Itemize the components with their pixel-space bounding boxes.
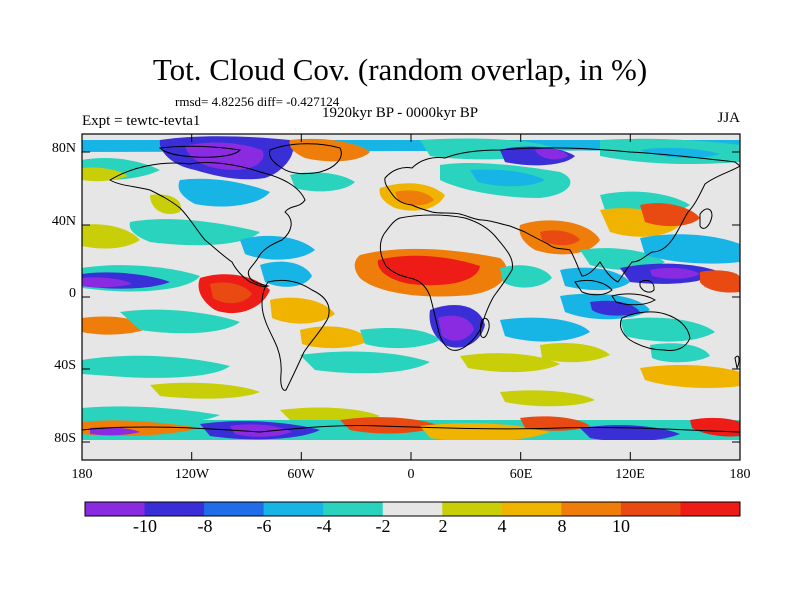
colorbar-label: 8 — [557, 516, 567, 536]
colorbar-label: 4 — [497, 516, 507, 536]
colorbar-label: -8 — [197, 516, 213, 536]
anomaly-field — [82, 134, 740, 460]
colorbar-swatch — [263, 502, 324, 516]
lat-label-40n: 40N — [51, 214, 76, 229]
colorbar-label: 10 — [612, 516, 630, 536]
lat-label-80s: 80S — [54, 431, 76, 446]
colorbar-label: -2 — [375, 516, 391, 536]
lon-label-60e: 60E — [509, 467, 533, 482]
stats-text: rmsd= 4.82256 diff= -0.427124 — [175, 94, 340, 109]
lat-label-0: 0 — [69, 286, 76, 301]
lon-label-180e: 180 — [729, 467, 751, 482]
colorbar-swatch — [680, 502, 741, 516]
colorbar-swatch — [323, 502, 384, 516]
lat-label-40s: 40S — [54, 358, 76, 373]
colorbar-swatch — [561, 502, 622, 516]
season-label: JJA — [717, 110, 740, 126]
colorbar-swatch — [204, 502, 265, 516]
colorbar-swatch — [382, 502, 443, 516]
coastlines — [82, 143, 740, 433]
colorbar-label: -6 — [256, 516, 272, 536]
colorbar-swatch — [85, 502, 146, 516]
colorbar-swatch — [620, 502, 681, 516]
colorbar-swatch — [501, 502, 562, 516]
period-text: 1920kyr BP - 0000kyr BP — [322, 105, 479, 121]
colorbar-swatch — [144, 502, 205, 516]
map-title: Tot. Cloud Cov. (random overlap, in %) — [152, 52, 648, 87]
colorbar-swatch — [442, 502, 503, 516]
lon-label-180w: 180 — [71, 467, 93, 482]
lon-label-0: 0 — [407, 467, 415, 482]
experiment-label: Expt = tewtc-tevta1 — [82, 113, 201, 129]
axis-ticks — [82, 134, 740, 460]
colorbar — [84, 501, 741, 517]
colorbar-label: -10 — [133, 516, 157, 536]
lat-label-80n: 80N — [51, 141, 76, 156]
colorbar-label: 2 — [438, 516, 448, 536]
colorbar-label: -4 — [316, 516, 332, 536]
lon-label-60w: 60W — [287, 467, 315, 482]
lon-label-120e: 120E — [615, 467, 645, 482]
lon-label-120w: 120W — [174, 467, 210, 482]
